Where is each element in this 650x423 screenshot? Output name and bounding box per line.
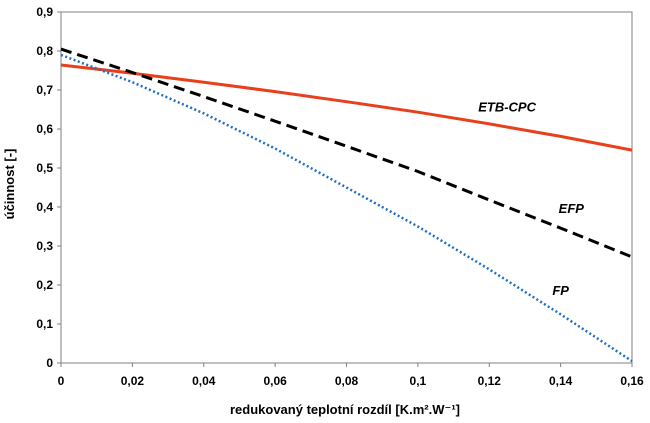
y-tick-label: 0,2 — [36, 278, 53, 292]
series-label-etb-cpc: ETB-CPC — [478, 99, 536, 114]
x-tick-label: 0 — [58, 374, 65, 388]
y-tick-label: 0,4 — [36, 200, 53, 214]
x-tick-label: 0,08 — [335, 374, 359, 388]
series-line-efp — [60, 47, 633, 259]
x-tick-label: 0,06 — [263, 374, 287, 388]
y-tick-label: 0,9 — [36, 5, 53, 19]
series-lines — [60, 47, 633, 363]
y-tick-label: 0,5 — [36, 161, 53, 175]
series-label-efp: EFP — [559, 201, 585, 216]
y-tick-label: 0 — [46, 356, 53, 370]
series-line-etb-cpc — [60, 63, 633, 152]
y-axis-title: účinnost [-] — [2, 149, 17, 220]
y-tick-label: 0,7 — [36, 83, 53, 97]
y-tick-label: 0,6 — [36, 122, 53, 136]
x-axis: 0 0,02 0,04 0,06 0,08 0,1 0,12 0,14 0,16 — [58, 363, 644, 388]
series-label-fp: FP — [552, 283, 569, 298]
y-tick-label: 0,1 — [36, 317, 53, 331]
series-line-fp — [60, 53, 633, 363]
x-axis-title: redukovaný teplotní rozdíl [K.m².W⁻¹] — [230, 402, 460, 417]
x-tick-label: 0,04 — [192, 374, 216, 388]
x-tick-label: 0,02 — [121, 374, 145, 388]
y-tick-label: 0,8 — [36, 44, 53, 58]
x-tick-label: 0,1 — [410, 374, 427, 388]
x-tick-label: 0,12 — [478, 374, 502, 388]
x-tick-label: 0,16 — [620, 374, 644, 388]
x-tick-label: 0,14 — [549, 374, 573, 388]
series-labels: ETB-CPC EFP FP — [478, 99, 584, 297]
y-tick-label: 0,3 — [36, 239, 53, 253]
y-axis: 0 0,1 0,2 0,3 0,4 0,5 0,6 0,7 0,8 0,9 — [36, 5, 61, 370]
